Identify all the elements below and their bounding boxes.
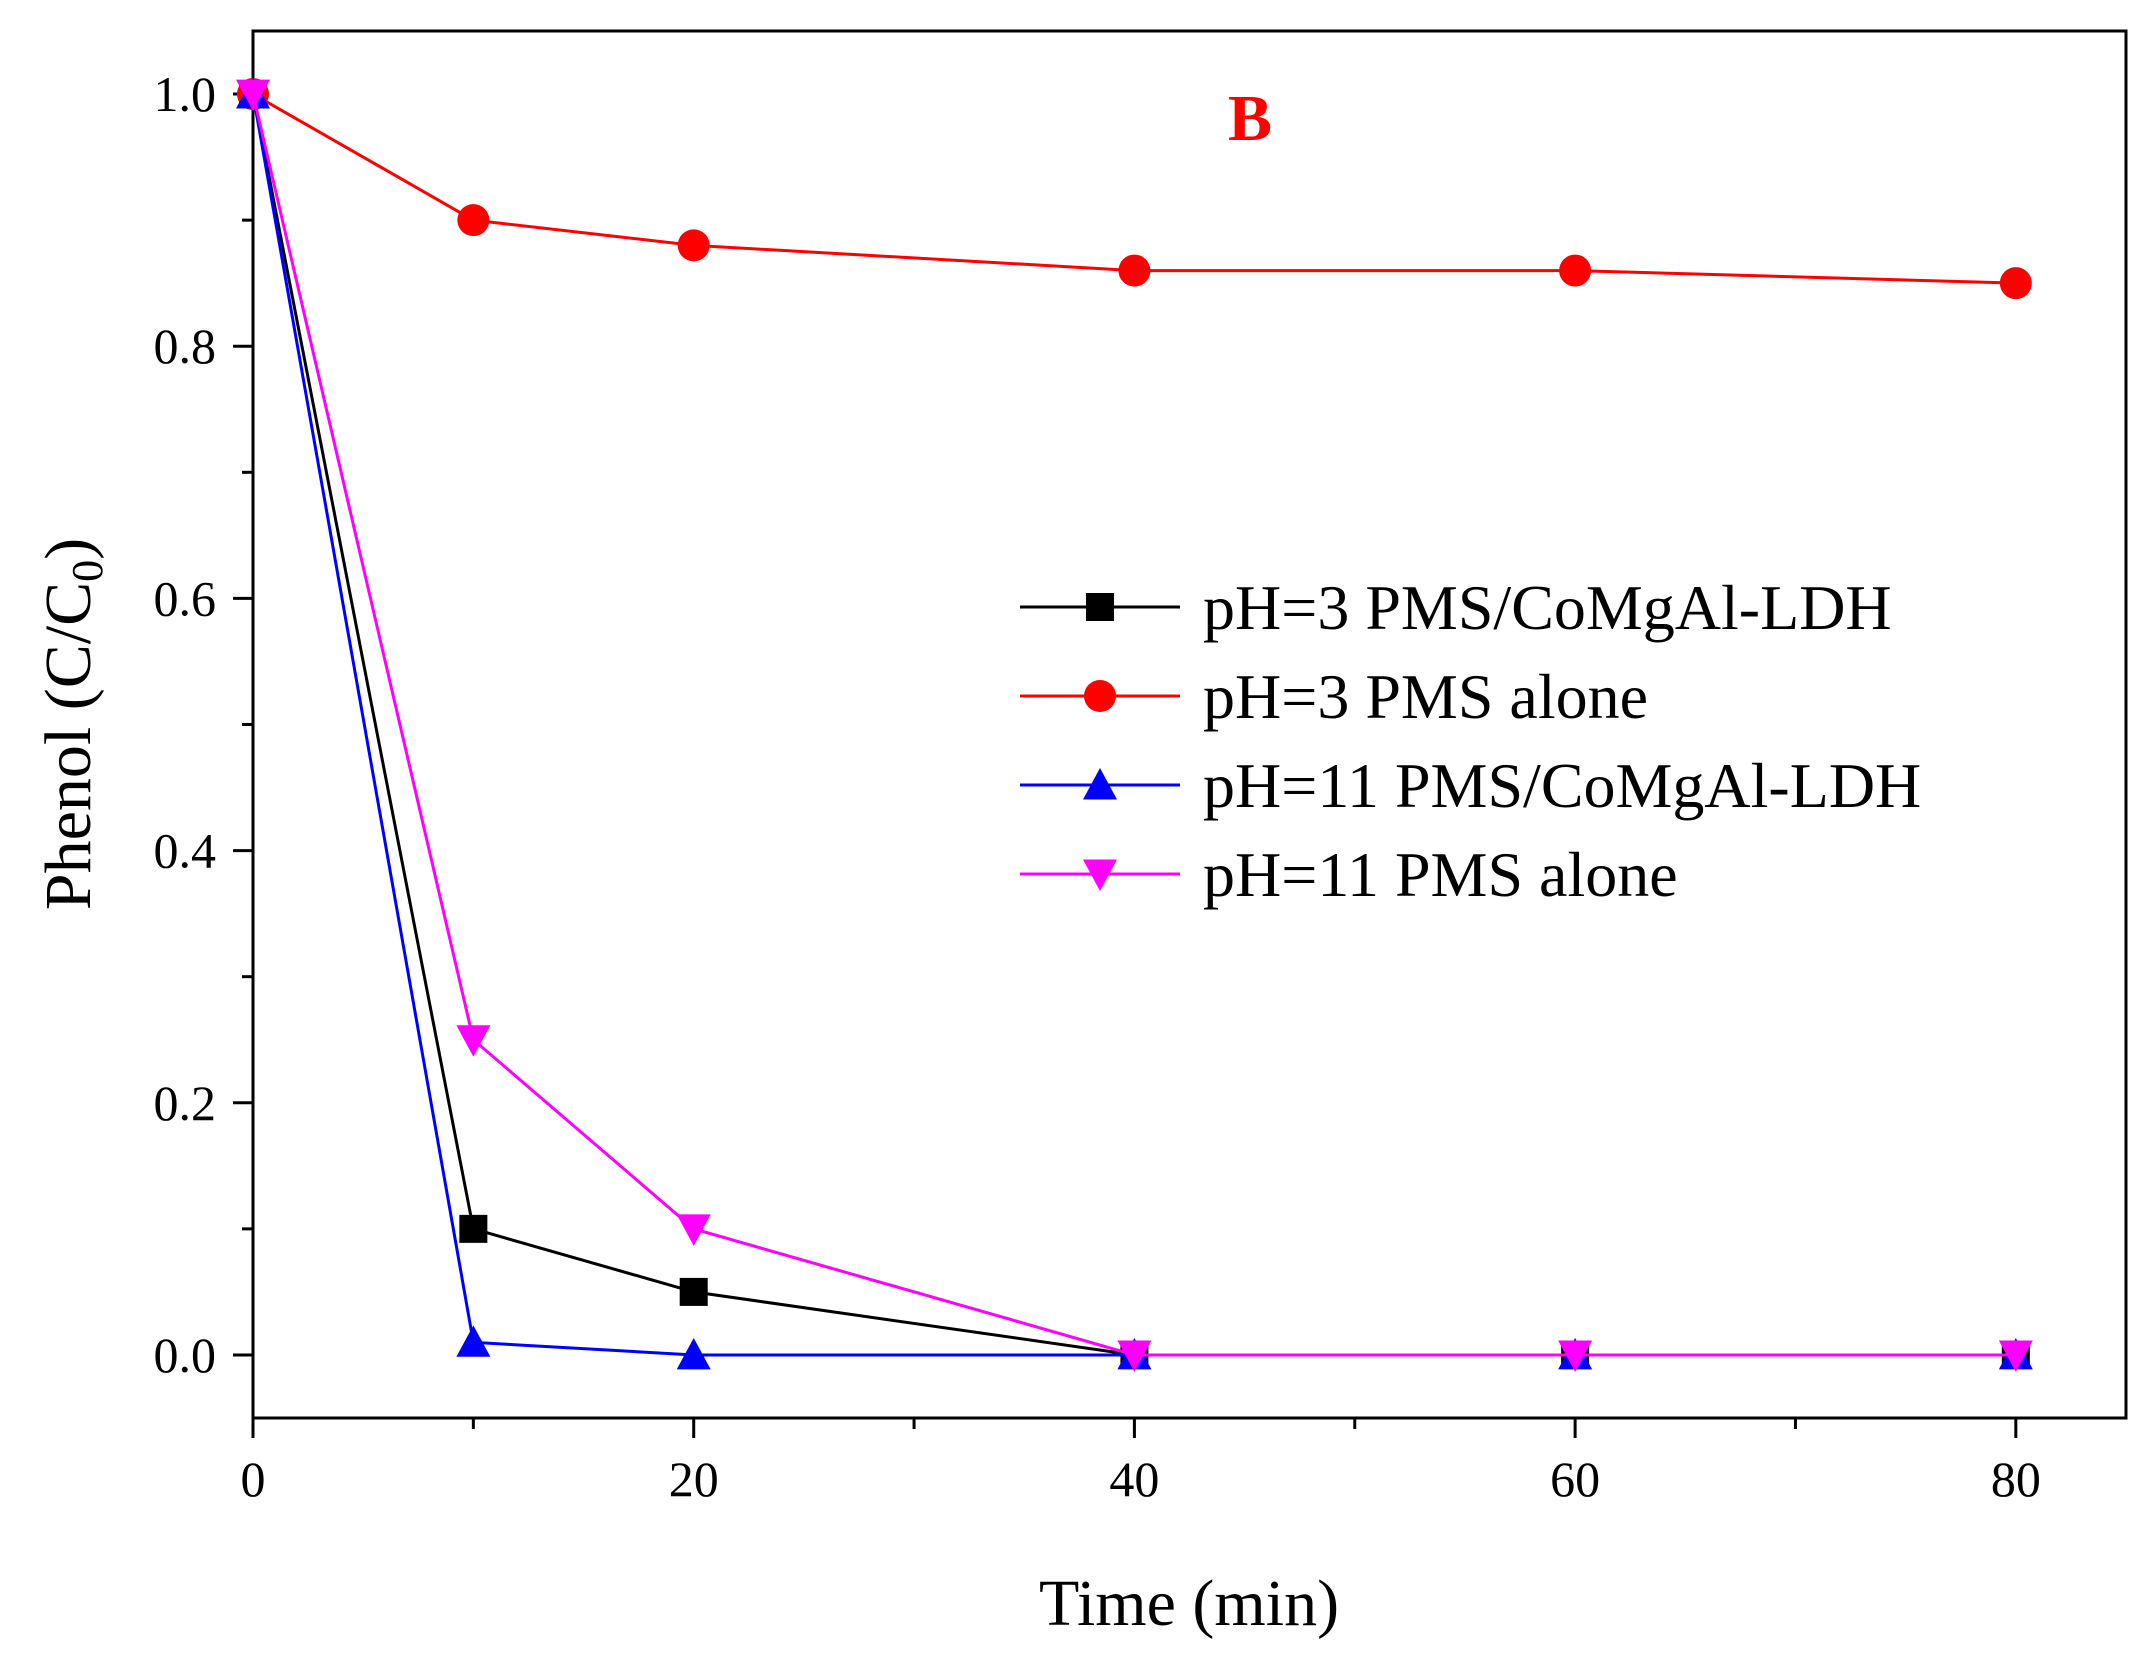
y-tick-label: 0.6 [154, 570, 217, 626]
legend-marker [1084, 680, 1116, 712]
series-layer [236, 77, 2033, 1372]
y-axis-label-close: ) [32, 538, 105, 560]
data-point [1118, 254, 1151, 287]
data-point [1998, 1340, 2033, 1372]
data-point [1559, 254, 1592, 287]
data-point [457, 204, 490, 237]
x-axis-ticks: 0 20 40 60 80 [241, 1418, 2041, 1507]
y-tick-label: 0.0 [154, 1327, 217, 1383]
data-point [459, 1214, 488, 1243]
legend-label: pH=3 PMS alone [1203, 661, 1648, 732]
y-tick-label: 0.4 [154, 823, 217, 879]
y-axis-ticks: 0.0 0.2 0.4 0.6 0.8 1.0 [154, 66, 253, 1383]
legend-entry: pH=3 PMS alone [1020, 661, 1648, 732]
data-point [456, 1325, 491, 1357]
series-ph-3-pms-alone [237, 78, 2032, 300]
data-point [677, 229, 710, 262]
series-line [252, 92, 2016, 285]
data-point [676, 1337, 711, 1370]
legend: pH=3 PMS/CoMgAl-LDH pH=3 PMS alone pH=11 P… [1020, 572, 1921, 910]
legend-entry: pH=11 PMS alone [1020, 839, 1678, 910]
y-axis-label-main: Phenol (C/C [32, 582, 105, 910]
x-tick-label: 40 [1109, 1451, 1159, 1507]
y-tick-label: 1.0 [154, 66, 217, 122]
legend-entry: pH=11 PMS/CoMgAl-LDH [1020, 750, 1921, 821]
series-line [251, 93, 2016, 1357]
legend-marker [1083, 859, 1117, 891]
data-point [676, 1214, 711, 1246]
data-point [1558, 1340, 1593, 1372]
legend-label: pH=11 PMS alone [1203, 839, 1678, 910]
series-ph-11-pms-alone [236, 79, 2033, 1372]
y-tick-label: 0.2 [154, 1075, 217, 1131]
panel-label: B [1228, 82, 1272, 155]
legend-entry: pH=3 PMS/CoMgAl-LDH [1020, 572, 1892, 643]
x-tick-label: 60 [1550, 1451, 1600, 1507]
plot-frame [251, 29, 2128, 1420]
x-tick-label: 80 [1991, 1451, 2041, 1507]
legend-marker [1083, 768, 1117, 800]
legend-label: pH=11 PMS/CoMgAl-LDH [1203, 750, 1921, 821]
data-point [1999, 267, 2032, 300]
y-axis-label-subscript: 0 [63, 560, 112, 582]
legend-marker [1086, 593, 1114, 621]
data-point [456, 1025, 491, 1057]
x-tick-label: 20 [669, 1451, 719, 1507]
y-tick-label: 0.8 [154, 318, 217, 374]
y-axis-label: Phenol (C/C0) [32, 538, 112, 910]
data-point [236, 79, 270, 112]
data-point [679, 1277, 708, 1306]
legend-label: pH=3 PMS/CoMgAl-LDH [1203, 572, 1892, 643]
data-point [1117, 1340, 1152, 1372]
x-axis-label: Time (min) [1039, 1567, 1339, 1640]
x-tick-label: 0 [241, 1451, 266, 1507]
